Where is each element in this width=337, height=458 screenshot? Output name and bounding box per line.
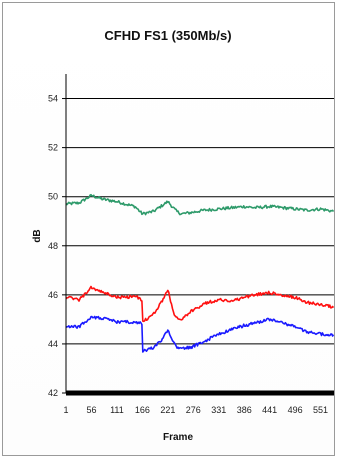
x-tick-label: 1	[63, 405, 68, 415]
x-tick-label: 496	[288, 405, 303, 415]
y-tick-label: 44	[48, 339, 58, 349]
x-tick-label: 276	[186, 405, 201, 415]
y-tick-label: 46	[48, 290, 58, 300]
series-line-red	[65, 285, 335, 323]
y-tick-label: 42	[48, 388, 58, 398]
chart-frame	[2, 2, 335, 456]
x-tick-label: 441	[262, 405, 277, 415]
y-axis-label: dB	[32, 229, 43, 242]
y-tick-label: 48	[48, 241, 58, 251]
y-tick-label: 50	[48, 192, 58, 202]
x-tick-label: 551	[313, 405, 328, 415]
y-tick-label: 52	[48, 143, 58, 153]
x-tick-label: 111	[110, 405, 124, 415]
series-line-green	[65, 193, 335, 216]
x-tick-labels: 1 56 111 166 221 276 331 386 441 496 551	[63, 405, 328, 415]
x-axis-label: Frame	[163, 432, 193, 443]
x-tick-label: 221	[160, 405, 175, 415]
y-tick-label: 54	[48, 94, 58, 104]
axes	[62, 74, 334, 396]
x-tick-label: 56	[86, 405, 96, 415]
chart-title: CFHD FS1 (350Mb/s)	[104, 28, 231, 43]
y-tick-labels: 42 44 46 48 50 52 54	[48, 94, 58, 398]
x-tick-label: 331	[211, 405, 226, 415]
series-layer	[65, 193, 335, 353]
x-tick-label: 386	[237, 405, 252, 415]
series-line-blue	[65, 315, 335, 353]
x-tick-label: 166	[135, 405, 150, 415]
